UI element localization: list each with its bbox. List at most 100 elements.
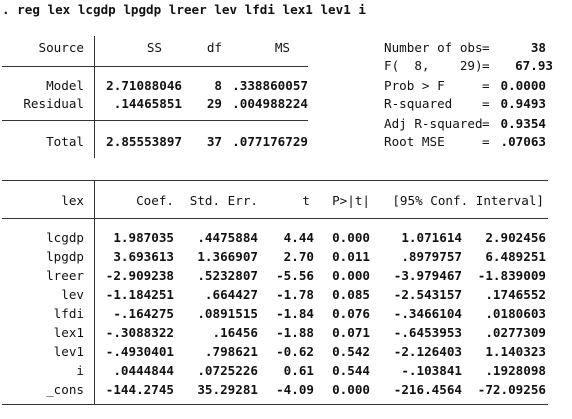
coef-row-ci-high: 2.902456 bbox=[485, 230, 546, 245]
coef-row-ci-low: -.3466104 bbox=[393, 306, 462, 321]
coef-row-p: 0.000 bbox=[332, 382, 370, 397]
stat-value: 38 bbox=[530, 40, 546, 55]
stat-value: .07063 bbox=[500, 134, 547, 149]
coef-row-ci-high: .1746552 bbox=[485, 287, 546, 302]
coef-row-p: 0.544 bbox=[332, 363, 370, 378]
coef-row-se: .664427 bbox=[204, 287, 258, 302]
coef-row-se: .4475884 bbox=[197, 230, 258, 245]
coef-header-rule bbox=[2, 218, 548, 219]
stat-equals: = bbox=[482, 78, 490, 93]
coef-row-coef: .0444844 bbox=[113, 363, 174, 378]
anova-row-label: Residual bbox=[23, 96, 84, 111]
stat-equals: = bbox=[482, 40, 490, 55]
stat-label: Root MSE bbox=[384, 134, 445, 149]
coef-bottom-rule bbox=[2, 404, 548, 405]
anova-ms-value: .338860057 bbox=[232, 78, 308, 93]
anova-header-ss: SS bbox=[146, 40, 162, 55]
stat-equals: = bbox=[482, 116, 490, 131]
coef-row-p: 0.000 bbox=[332, 230, 370, 245]
coef-row-t: -1.78 bbox=[276, 287, 314, 302]
coef-row-t: -0.62 bbox=[276, 344, 314, 359]
coef-header-ci: [95% Conf. Interval] bbox=[392, 193, 544, 208]
coef-row-ci-low: -2.126403 bbox=[393, 344, 462, 359]
coef-row-p: 0.076 bbox=[332, 306, 370, 321]
coef-row-coef: -1.184251 bbox=[105, 287, 174, 302]
anova-header-rule bbox=[2, 66, 308, 67]
coef-header-p: P>|t| bbox=[332, 193, 370, 208]
coef-row-var: lev bbox=[61, 287, 84, 302]
coef-column-divider bbox=[94, 180, 95, 404]
coef-row-ci-high: 6.489251 bbox=[485, 249, 546, 264]
coef-row-se: .16456 bbox=[212, 325, 259, 340]
coef-row-var: lex1 bbox=[53, 325, 84, 340]
stat-label: Number of obs bbox=[384, 40, 483, 55]
coef-top-rule bbox=[2, 180, 548, 181]
coef-row-coef: 1.987035 bbox=[113, 230, 174, 245]
coef-row-se: 1.366907 bbox=[197, 249, 258, 264]
coef-row-se: .0891515 bbox=[197, 306, 258, 321]
coef-row-coef: -2.909238 bbox=[105, 268, 174, 283]
coef-row-ci-high: .0180603 bbox=[485, 306, 546, 321]
anova-total-df: 37 bbox=[206, 134, 222, 149]
command-line: . reg lex lcgdp lpgdp lreer lev lfdi lex… bbox=[2, 2, 366, 17]
coef-row-se: 35.29281 bbox=[197, 382, 258, 397]
anova-total-label: Total bbox=[46, 134, 84, 149]
stat-equals: = bbox=[482, 96, 490, 111]
coef-row-coef: -.164275 bbox=[113, 306, 174, 321]
coef-row-ci-high: -1.839009 bbox=[477, 268, 546, 283]
coef-row-t: -1.88 bbox=[276, 325, 314, 340]
coef-row-coef: 3.693613 bbox=[113, 249, 174, 264]
coef-row-coef: -.3088322 bbox=[105, 325, 174, 340]
coef-row-se: .798621 bbox=[204, 344, 258, 359]
stat-label: F( 8, 29) bbox=[384, 58, 483, 73]
coef-row-ci-low: -2.543157 bbox=[393, 287, 462, 302]
anova-ss-value: 2.71088046 bbox=[106, 78, 182, 93]
coef-header-se: Std. Err. bbox=[189, 193, 258, 208]
coef-row-se: .5232807 bbox=[197, 268, 258, 283]
coef-row-t: 0.61 bbox=[283, 363, 314, 378]
coef-row-var: lfdi bbox=[53, 306, 84, 321]
coef-header-t: t bbox=[302, 193, 310, 208]
anova-total-ss: 2.85553897 bbox=[106, 134, 182, 149]
coef-row-var: i bbox=[76, 363, 84, 378]
coef-row-ci-low: 1.071614 bbox=[401, 230, 462, 245]
coef-row-var: lcgdp bbox=[46, 230, 84, 245]
anova-ms-value: .004988224 bbox=[232, 96, 308, 111]
stat-equals: = bbox=[482, 134, 490, 149]
anova-column-divider bbox=[94, 36, 95, 158]
anova-header-ms: MS bbox=[274, 40, 290, 55]
coef-row-t: -4.09 bbox=[276, 382, 314, 397]
coef-row-ci-high: .1928098 bbox=[485, 363, 546, 378]
stat-equals: = bbox=[482, 58, 490, 73]
coef-row-p: 0.071 bbox=[332, 325, 370, 340]
coef-row-t: -1.84 bbox=[276, 306, 314, 321]
coef-header-coef: Coef. bbox=[136, 193, 174, 208]
coef-row-t: 2.70 bbox=[283, 249, 314, 264]
coef-row-p: 0.085 bbox=[332, 287, 370, 302]
anova-total-ms: .077176729 bbox=[232, 134, 308, 149]
stat-label: Adj R-squared bbox=[384, 116, 483, 131]
coef-row-ci-low: -.103841 bbox=[401, 363, 462, 378]
anova-ss-value: .14465851 bbox=[113, 96, 182, 111]
coef-row-p: 0.542 bbox=[332, 344, 370, 359]
coef-row-coef: -.4930401 bbox=[105, 344, 174, 359]
anova-row-label: Model bbox=[46, 78, 84, 93]
coef-row-ci-high: -72.09256 bbox=[477, 382, 546, 397]
anova-df-value: 29 bbox=[206, 96, 222, 111]
coef-row-ci-low: .8979757 bbox=[401, 249, 462, 264]
stat-label: Prob > F bbox=[384, 78, 445, 93]
coef-row-se: .0725226 bbox=[197, 363, 258, 378]
anova-header-source: Source bbox=[38, 40, 85, 55]
coef-row-ci-low: -.6453953 bbox=[393, 325, 462, 340]
stat-value: 0.9354 bbox=[500, 116, 547, 131]
coef-header-var: lex bbox=[61, 193, 84, 208]
anova-total-rule bbox=[2, 120, 308, 121]
coef-row-var: lpgdp bbox=[46, 249, 84, 264]
stat-label: R-squared bbox=[384, 96, 453, 111]
coef-row-var: lev1 bbox=[53, 344, 84, 359]
coef-row-coef: -144.2745 bbox=[105, 382, 174, 397]
coef-row-t: 4.44 bbox=[283, 230, 314, 245]
stat-value: 0.0000 bbox=[500, 78, 547, 93]
anova-header-df: df bbox=[206, 40, 222, 55]
coef-row-p: 0.000 bbox=[332, 268, 370, 283]
